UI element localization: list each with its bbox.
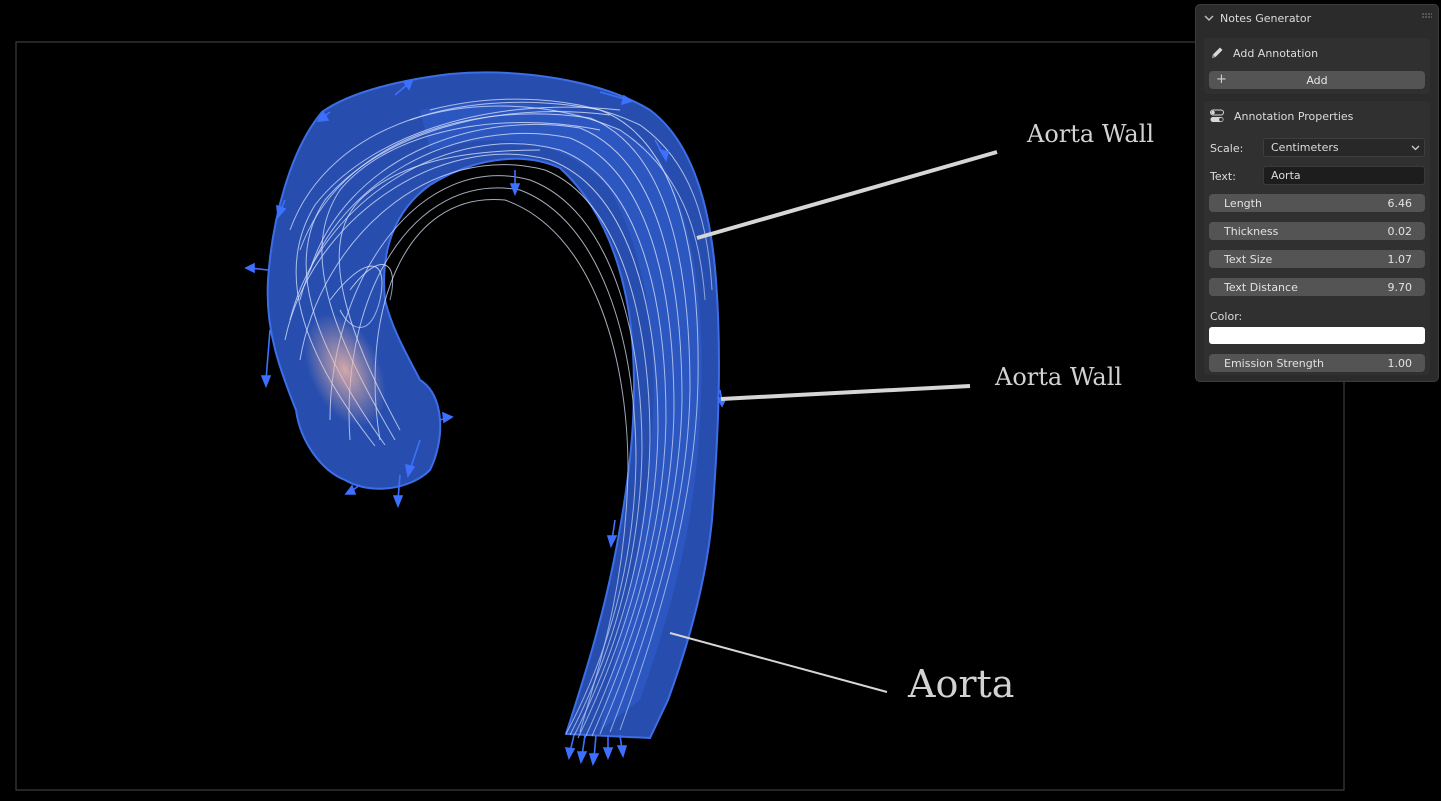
- panel-title: Notes Generator: [1220, 11, 1312, 25]
- annotation-label-top[interactable]: Aorta Wall: [1027, 120, 1155, 148]
- notes-generator-panel: Notes Generator Add Annotation + Add: [1195, 4, 1439, 382]
- leader-line-top: [696, 150, 998, 240]
- annotation-label-middle[interactable]: Aorta Wall: [995, 363, 1123, 391]
- toggles-icon: [1210, 109, 1224, 122]
- annotation-properties-title: Annotation Properties: [1234, 109, 1354, 123]
- emission-strength-label: Emission Strength: [1224, 356, 1325, 370]
- scale-label: Scale:: [1210, 141, 1244, 155]
- text-size-value: 1.07: [1387, 252, 1413, 266]
- thickness-slider[interactable]: Thickness 0.02: [1209, 222, 1425, 240]
- text-label: Text:: [1210, 169, 1236, 183]
- text-size-slider[interactable]: Text Size 1.07: [1209, 250, 1425, 268]
- panel-header[interactable]: Notes Generator: [1196, 5, 1438, 31]
- pencil-icon: [1212, 47, 1223, 58]
- add-annotation-title: Add Annotation: [1233, 46, 1319, 60]
- length-slider[interactable]: Length 6.46: [1209, 194, 1425, 212]
- text-size-label: Text Size: [1224, 252, 1273, 266]
- length-value: 6.46: [1387, 196, 1413, 210]
- aorta-model[interactable]: [266, 71, 720, 740]
- color-label: Color:: [1210, 309, 1243, 323]
- scale-dropdown[interactable]: Centimeters: [1263, 138, 1425, 157]
- camera-frame: [15, 41, 1345, 791]
- velocity-arrows: [244, 80, 728, 767]
- length-label: Length: [1224, 196, 1262, 210]
- color-picker[interactable]: [1209, 327, 1425, 344]
- text-distance-value: 9.70: [1387, 280, 1413, 294]
- thickness-label: Thickness: [1224, 224, 1279, 238]
- velocity-highlight: [304, 313, 386, 427]
- emission-strength-slider[interactable]: Emission Strength 1.00: [1209, 354, 1425, 372]
- chevron-down-icon: [1411, 145, 1420, 151]
- plus-icon: +: [1216, 72, 1227, 87]
- annotation-properties-section: Annotation Properties Scale: Centimeters…: [1204, 101, 1430, 375]
- aorta-vessel: [266, 71, 720, 740]
- text-field-value: Aorta: [1271, 169, 1301, 182]
- text-distance-label: Text Distance: [1224, 280, 1298, 294]
- text-distance-slider[interactable]: Text Distance 9.70: [1209, 278, 1425, 296]
- chevron-down-icon[interactable]: [1204, 13, 1214, 23]
- scale-value: Centimeters: [1271, 141, 1339, 154]
- annotation-label-bottom[interactable]: Aorta: [908, 662, 1015, 706]
- add-button[interactable]: + Add: [1209, 71, 1425, 89]
- add-button-label: Add: [1306, 73, 1328, 87]
- leader-line-bottom: [669, 632, 888, 693]
- leader-line-middle: [720, 384, 971, 401]
- emission-strength-value: 1.00: [1387, 356, 1413, 370]
- drag-grip-icon[interactable]: [1422, 13, 1432, 19]
- thickness-value: 0.02: [1387, 224, 1413, 238]
- text-field[interactable]: Aorta: [1263, 166, 1425, 185]
- annotation-leaders: [669, 150, 998, 693]
- add-annotation-section: Add Annotation + Add: [1204, 38, 1430, 94]
